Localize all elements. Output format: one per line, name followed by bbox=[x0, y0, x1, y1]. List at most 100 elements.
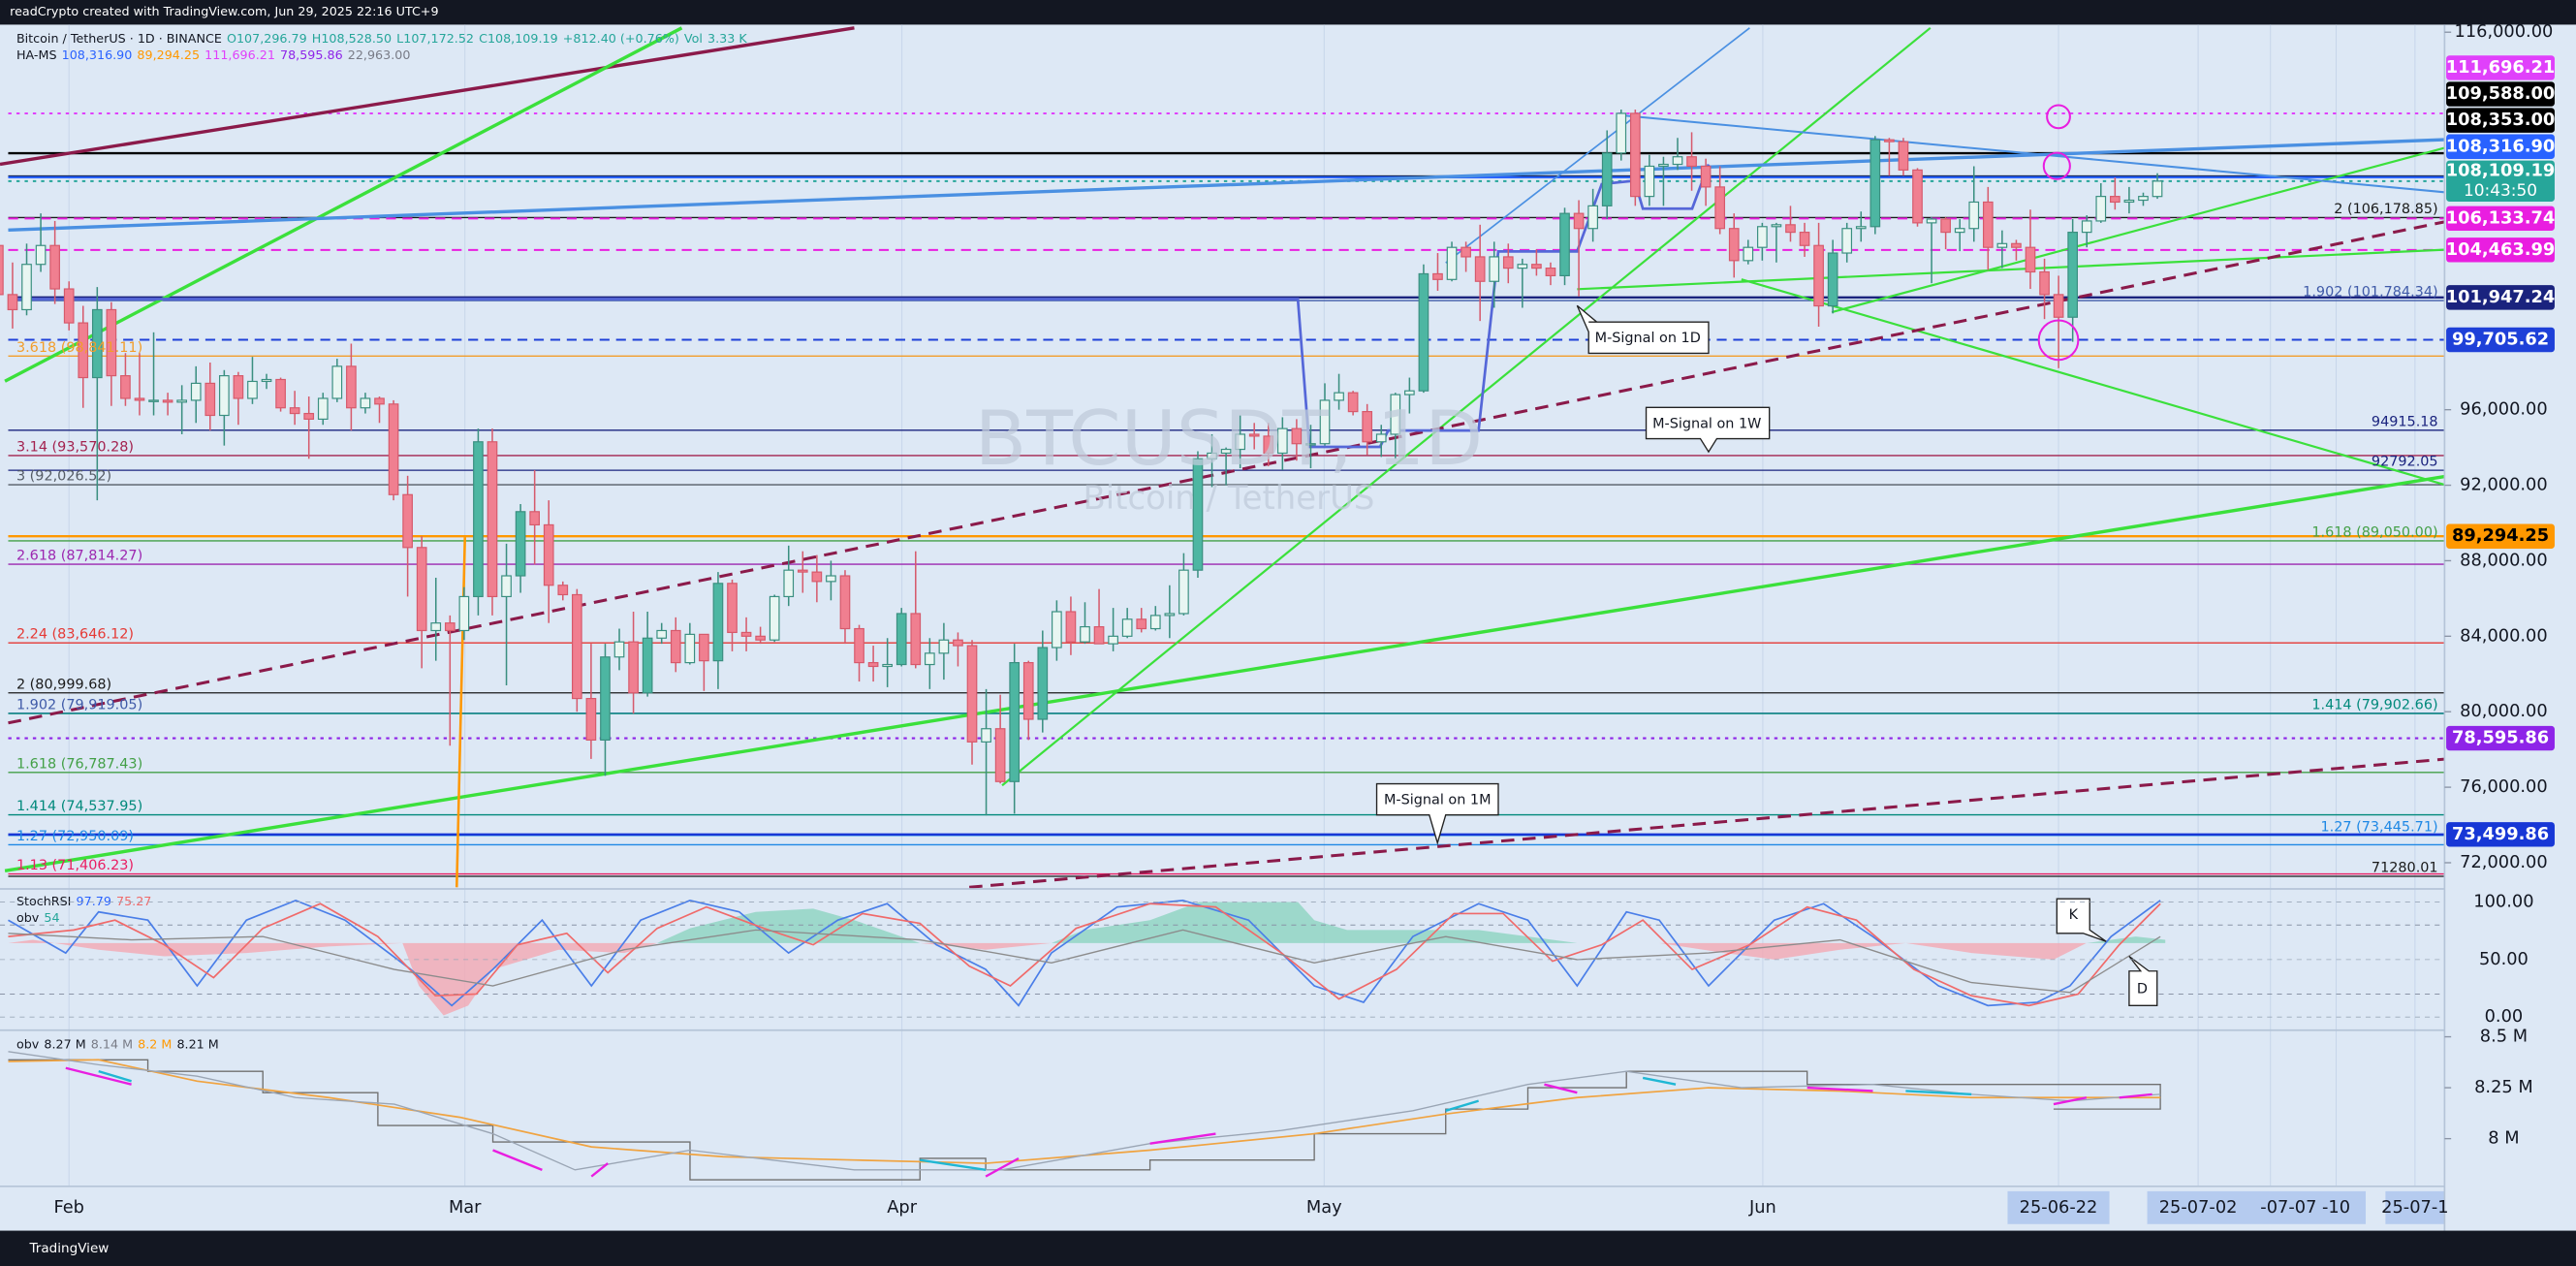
price-tag-label: 73,499.86 bbox=[2452, 824, 2549, 844]
candle-body bbox=[289, 407, 300, 415]
obv-legend: 8.14 M bbox=[91, 1037, 133, 1052]
candle-body bbox=[1065, 611, 1077, 643]
obv-legend: obv bbox=[16, 1037, 40, 1052]
level-label: 1.902 (101,784.34) bbox=[2303, 285, 2437, 301]
level-label: 2 (80,999.68) bbox=[16, 677, 111, 692]
candle-body bbox=[1982, 201, 1994, 248]
indicator-legend: 108,316.90 bbox=[62, 47, 133, 62]
price-tag bbox=[2446, 822, 2555, 847]
candle-body bbox=[275, 378, 286, 409]
candle-body bbox=[1291, 427, 1303, 445]
candle-body bbox=[7, 294, 18, 311]
candle-body bbox=[684, 633, 696, 664]
candle-body bbox=[1884, 139, 1895, 142]
candle-body bbox=[1616, 112, 1627, 154]
chart-background bbox=[0, 24, 2576, 1231]
candle-body bbox=[1489, 256, 1500, 282]
candle-body bbox=[1263, 435, 1274, 455]
price-tag bbox=[2446, 327, 2555, 353]
time-label: -07-07 bbox=[2260, 1197, 2316, 1218]
candle-body bbox=[1841, 228, 1853, 254]
candle-body bbox=[1220, 448, 1232, 455]
annotation: D bbox=[2137, 981, 2148, 997]
level-label: 94915.18 bbox=[2372, 414, 2438, 429]
price-tag bbox=[2446, 523, 2555, 549]
candle-body bbox=[487, 441, 498, 598]
candle-body bbox=[21, 264, 32, 311]
candle-body bbox=[656, 629, 668, 639]
candle-body bbox=[882, 663, 893, 668]
price-tag-label: 104,463.99 bbox=[2446, 239, 2556, 260]
candle-body bbox=[839, 575, 851, 630]
candle-body bbox=[585, 697, 597, 742]
level-label: 1.414 (74,537.95) bbox=[16, 799, 142, 814]
price-tag bbox=[2446, 206, 2555, 232]
candle-body bbox=[699, 633, 709, 662]
candle-body bbox=[247, 380, 258, 399]
candle-body bbox=[1940, 218, 1951, 234]
candle-body bbox=[2123, 199, 2135, 204]
candle-body bbox=[712, 583, 724, 662]
candle-body bbox=[261, 378, 272, 383]
price-tag bbox=[2446, 108, 2555, 133]
time-label: May bbox=[1306, 1197, 1342, 1218]
candle-body bbox=[642, 637, 653, 694]
candle-body bbox=[1700, 165, 1712, 188]
price-tag-countdown: 10:43:50 bbox=[2464, 180, 2537, 200]
candle-body bbox=[233, 375, 244, 399]
y-tick-label: 92,000.00 bbox=[2460, 475, 2548, 495]
candle-body bbox=[1672, 156, 1683, 166]
candle-body bbox=[1996, 242, 2008, 248]
indicator-legend: HA-MS bbox=[16, 47, 57, 62]
candle-body bbox=[1052, 611, 1062, 649]
level-label: 1.618 (89,050.00) bbox=[2311, 525, 2437, 541]
candle-body bbox=[1418, 272, 1429, 392]
time-label: Jun bbox=[1748, 1197, 1776, 1218]
candle-body bbox=[1799, 232, 1810, 246]
watermark-sub: Bitcoin / TetherUS bbox=[1084, 479, 1375, 517]
candle-body bbox=[63, 288, 75, 324]
candle-body bbox=[1785, 224, 1796, 234]
annotation: M-Signal on 1D bbox=[1595, 331, 1701, 346]
level-label: 1.13 (71,406.23) bbox=[16, 858, 134, 873]
candle-body bbox=[515, 511, 526, 577]
candle-body bbox=[981, 728, 991, 743]
price-tag-label: 111,696.21 bbox=[2446, 57, 2556, 78]
candle-body bbox=[1813, 244, 1824, 307]
candle-body bbox=[1474, 256, 1486, 282]
candle-body bbox=[2067, 232, 2079, 318]
time-highlight bbox=[2385, 1190, 2445, 1224]
price-tag-label: 106,133.74 bbox=[2446, 207, 2556, 228]
candle-body bbox=[910, 613, 922, 666]
candle-body bbox=[0, 244, 4, 296]
level-label: 71280.01 bbox=[2372, 861, 2438, 876]
candle-body bbox=[1375, 433, 1387, 443]
candle-body bbox=[1573, 212, 1585, 230]
candle-body bbox=[1404, 390, 1415, 396]
indicator-legend: 89,294.25 bbox=[137, 47, 200, 62]
y-tick-label: 84,000.00 bbox=[2460, 625, 2548, 646]
time-highlight bbox=[2147, 1190, 2367, 1224]
candle-body bbox=[797, 569, 808, 573]
candle-body bbox=[1714, 186, 1726, 230]
candle-body bbox=[2011, 242, 2022, 248]
candle-body bbox=[543, 523, 554, 586]
candle-body bbox=[769, 595, 780, 641]
candle-body bbox=[924, 652, 935, 666]
candle-body bbox=[1517, 264, 1528, 269]
overlay-layer: 3.618 (98,841.11) 3.14 (93,570.28) 3 (92,0… bbox=[0, 21, 2555, 1218]
candle-body bbox=[1545, 268, 1556, 276]
indicator-legend: 78,595.86 bbox=[280, 47, 343, 62]
highlight-circles bbox=[2037, 104, 2080, 362]
stoch-tick-label: 50.00 bbox=[2479, 949, 2529, 969]
price-tag bbox=[2446, 285, 2555, 310]
candle-body bbox=[1912, 169, 1923, 224]
y-tick-label: 72,000.00 bbox=[2460, 852, 2548, 872]
price-tag bbox=[2446, 160, 2555, 203]
candle-body bbox=[78, 322, 89, 379]
candle-body bbox=[1136, 618, 1147, 630]
candle-body bbox=[1276, 427, 1288, 455]
level-label: 3.14 (93,570.28) bbox=[16, 439, 134, 455]
candle-body bbox=[1559, 212, 1570, 276]
